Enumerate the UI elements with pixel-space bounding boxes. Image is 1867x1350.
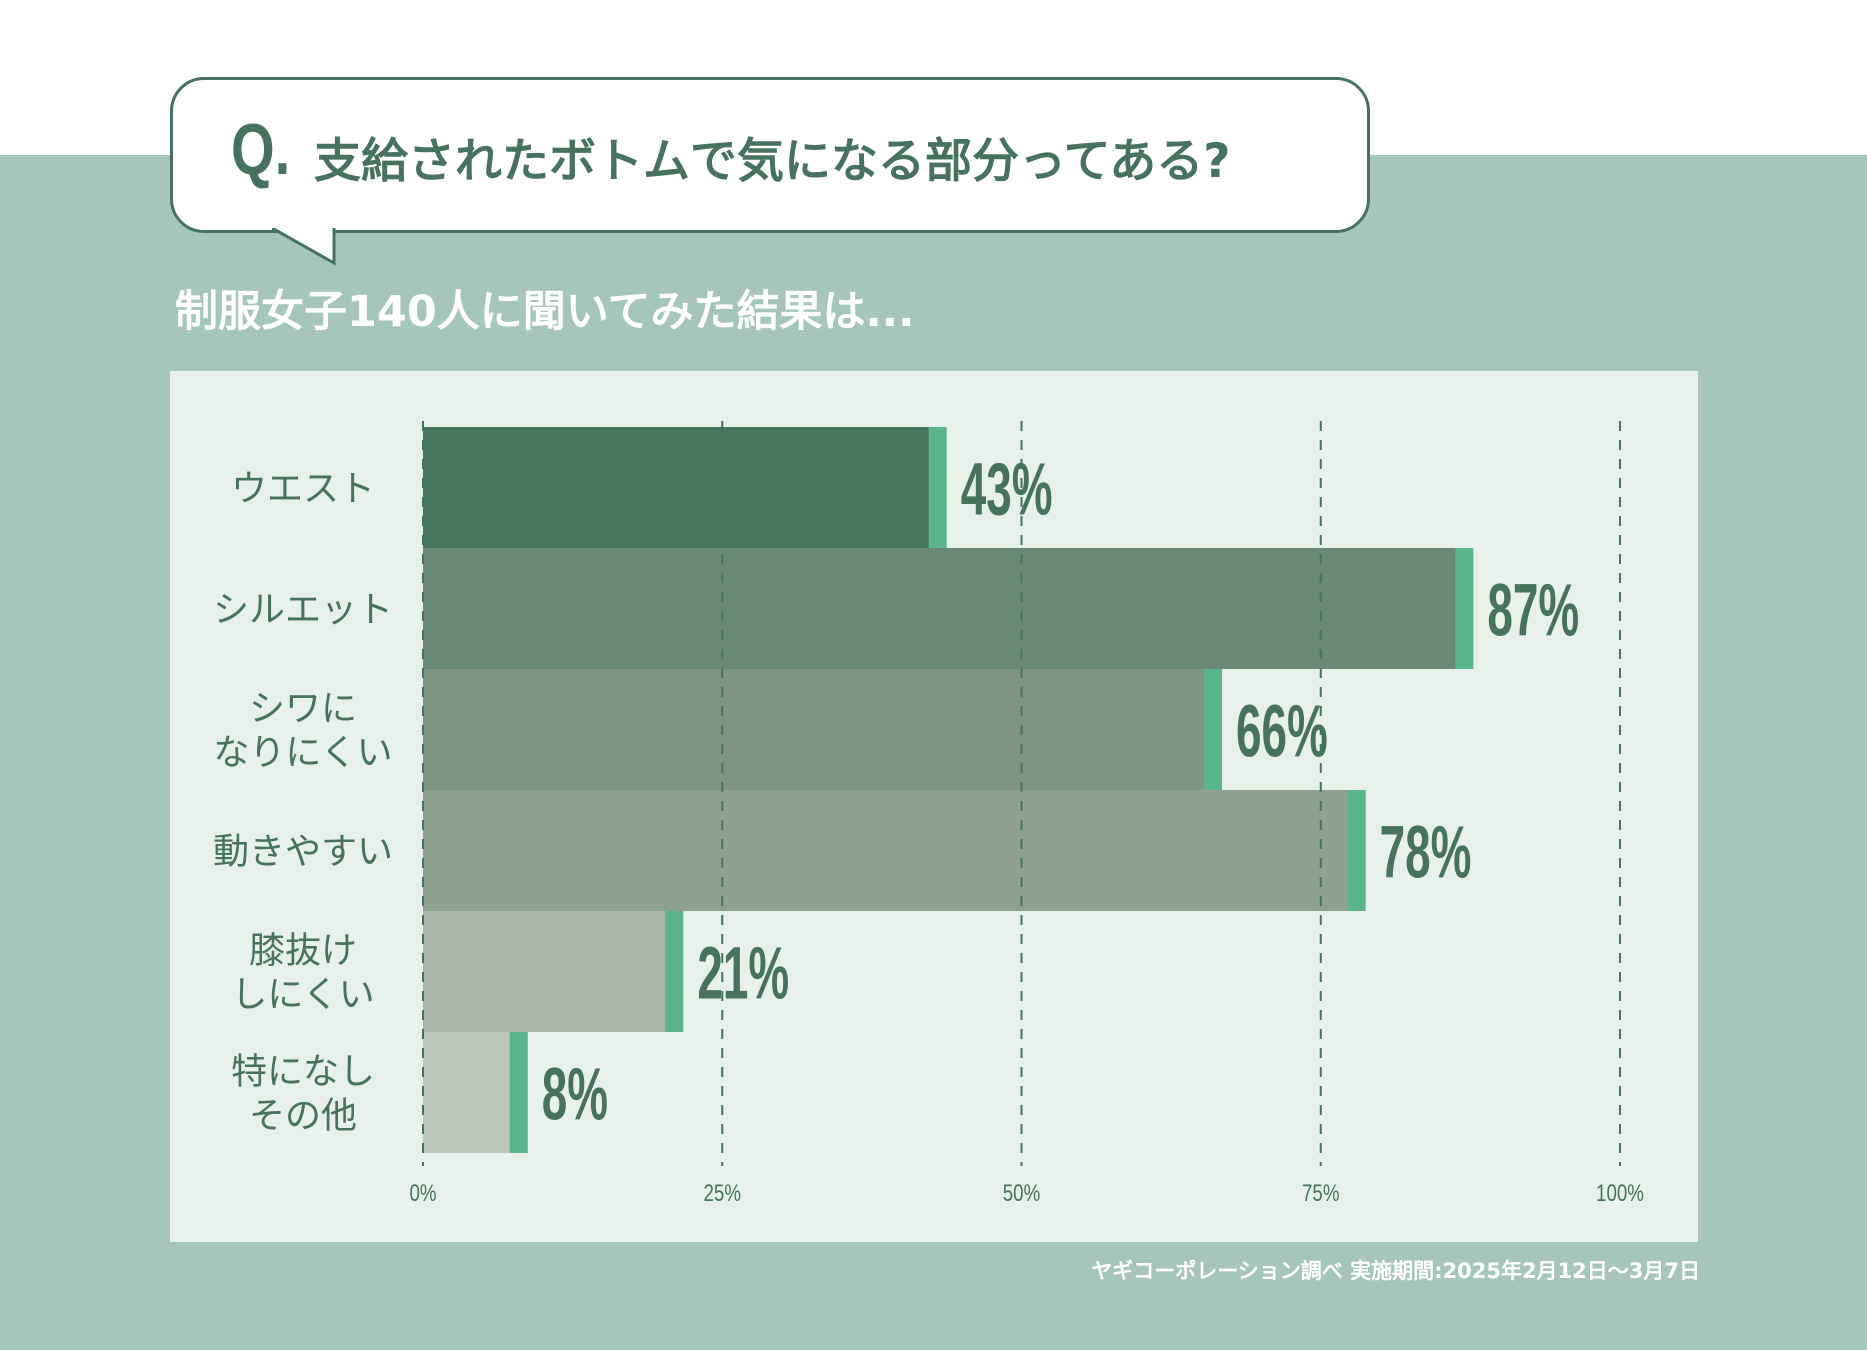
bar: [423, 1032, 519, 1153]
value-label: 21%: [697, 932, 789, 1015]
category-label: 膝抜け: [249, 931, 357, 972]
category-label: 動きやすい: [213, 832, 393, 873]
bar: [423, 911, 675, 1032]
speech-bubble-tail: [272, 228, 336, 266]
question-mark-label: Q.: [231, 110, 291, 190]
bar: [423, 669, 1214, 790]
x-tick-label: 25%: [704, 1180, 741, 1207]
bar-end-accent: [928, 427, 947, 548]
x-tick-label: 75%: [1302, 1180, 1339, 1207]
x-tick-label: 100%: [1596, 1180, 1644, 1207]
x-tick-label: 50%: [1003, 1180, 1040, 1207]
survey-subtitle: 制服女子140人に聞いてみた結果は...: [175, 287, 915, 337]
source-note: ヤギコーポレーション調べ 実施期間:2025年2月12日〜3月7日: [1091, 1259, 1700, 1283]
chart-panel: 0% 25% 50% 75% 100% ウエストシルエットシワに なりにくい動きやすい膝抜け…: [170, 371, 1698, 1242]
value-label: 78%: [1380, 811, 1472, 894]
category-label: しにくい: [231, 975, 374, 1016]
category-label: なりにくい: [213, 733, 392, 774]
bar-end-accent: [1455, 548, 1474, 669]
category-label: 特になし: [231, 1052, 375, 1093]
category-label: シルエット: [213, 590, 393, 631]
bar: [423, 548, 1465, 669]
value-label: 87%: [1487, 569, 1579, 652]
bar-end-accent: [1204, 669, 1223, 790]
category-label: ウエスト: [231, 469, 375, 510]
bar-end-accent: [665, 911, 684, 1032]
value-label: 8%: [542, 1053, 608, 1136]
bar: [423, 790, 1357, 911]
question-bubble: [170, 77, 1370, 233]
value-label: 43%: [961, 448, 1053, 531]
category-label: その他: [249, 1096, 357, 1137]
x-tick-label: 0%: [409, 1180, 436, 1207]
bar-end-accent: [509, 1032, 528, 1153]
bar-chart: 0% 25% 50% 75% 100% ウエストシルエットシワになりにくい動きやすい膝抜け…: [213, 421, 1644, 1207]
value-label: 66%: [1236, 690, 1328, 773]
category-label: シワに: [249, 689, 357, 730]
bar: [423, 427, 938, 548]
question-text: 支給されたボトムで気になる部分ってある?: [314, 134, 1231, 189]
bar-end-accent: [1347, 790, 1366, 911]
